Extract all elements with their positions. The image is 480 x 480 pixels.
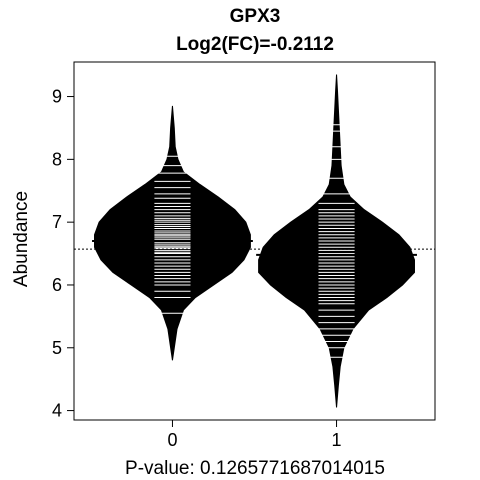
y-axis: 4 5 6 7 8 9 (52, 87, 74, 421)
y-tick-label: 7 (52, 212, 62, 232)
y-tick-label: 9 (52, 87, 62, 107)
y-tick-label: 4 (52, 401, 62, 421)
x-tick-label: 0 (167, 430, 177, 450)
x-axis-title: P-value: 0.1265771687014015 (125, 458, 385, 479)
y-tick-label: 5 (52, 338, 62, 358)
y-axis-title: Abundance (11, 191, 32, 287)
plot-frame (73, 61, 436, 421)
beans-layer (92, 74, 417, 408)
x-tick-label: 1 (332, 430, 342, 450)
chart-title: GPX3 (230, 6, 281, 27)
y-tick-label: 6 (52, 275, 62, 295)
y-tick-label: 8 (52, 149, 62, 169)
chart-subtitle: Log2(FC)=-0.2112 (176, 34, 334, 55)
